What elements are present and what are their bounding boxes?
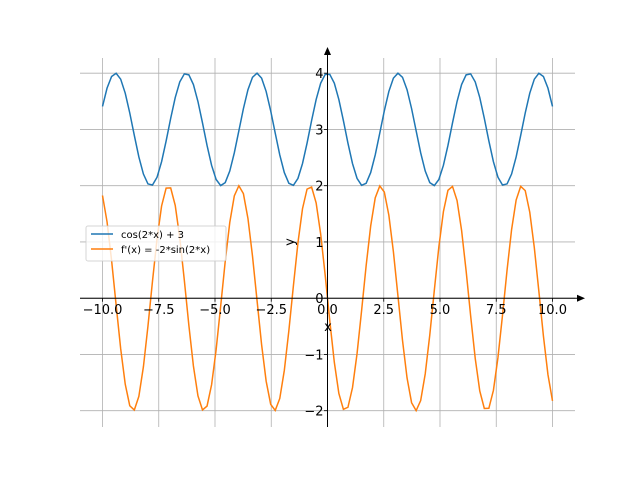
legend: cos(2*x) + 3 f'(x) = -2*sin(2*x) (85, 225, 227, 262)
y-tick-label: −2 (304, 405, 323, 420)
tick-labels: −10.0 −7.5 −5.0 −2.5 0.0 2.5 5.0 7.5 10.0 −2 −1 0 1 2… (83, 67, 567, 420)
y-tick-label: −1 (304, 348, 323, 363)
x-tick-label: 10.0 (538, 303, 567, 318)
y-tick-label: 4 (315, 67, 323, 82)
y-tick-label: 3 (315, 123, 323, 138)
legend-label-0: cos(2*x) + 3 (121, 230, 184, 241)
axes (80, 47, 585, 427)
x-tick-label: 5.0 (430, 303, 451, 318)
x-tick-label: 0.0 (317, 303, 338, 318)
x-tick-label: −7.5 (143, 303, 175, 318)
x-axis-label: x (324, 320, 332, 335)
y-tick-label: 0 (315, 292, 323, 307)
x-tick-label: 7.5 (486, 303, 507, 318)
x-axis-arrow-icon (577, 294, 585, 302)
x-tick-label: −2.5 (255, 303, 287, 318)
y-tick-label: 2 (315, 180, 323, 195)
x-tick-label: −5.0 (199, 303, 231, 318)
y-axis-arrow-icon (324, 47, 331, 55)
x-tick-label: 2.5 (373, 303, 394, 318)
legend-label-1: f'(x) = -2*sin(2*x) (121, 245, 210, 256)
x-tick-label: −10.0 (83, 303, 123, 318)
legend-box (85, 225, 227, 262)
y-tick-label: 1 (315, 236, 323, 251)
y-axis-label: y (283, 238, 298, 246)
